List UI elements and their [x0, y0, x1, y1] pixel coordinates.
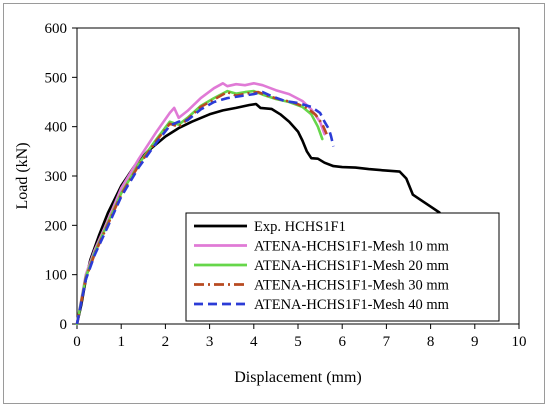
x-tick-label: 2	[162, 334, 170, 350]
x-tick-label: 4	[250, 334, 258, 350]
legend-label-3: ATENA-HCHS1F1-Mesh 20 mm	[254, 258, 450, 274]
legend-box	[185, 212, 500, 322]
y-tick-label: 100	[45, 268, 68, 284]
legend-label-1: Exp. HCHS1F1	[254, 219, 346, 235]
series-layer	[75, 82, 441, 326]
x-tick-label: 7	[383, 334, 391, 350]
y-tick-label: 0	[60, 317, 68, 333]
y-axis-title: Load (kN)	[14, 142, 31, 209]
x-tick-label: 1	[117, 334, 125, 350]
x-tick-label: 5	[294, 334, 302, 350]
x-tick-label: 9	[471, 334, 479, 350]
y-tick-label: 600	[45, 21, 68, 37]
legend-label-2: ATENA-HCHS1F1-Mesh 10 mm	[254, 239, 450, 255]
legend-label-5: ATENA-HCHS1F1-Mesh 40 mm	[254, 297, 450, 313]
y-tick-label: 500	[45, 70, 68, 86]
chart-frame	[3, 3, 545, 404]
series-line-5	[75, 90, 335, 325]
series-line-2	[75, 82, 326, 326]
y-tick-label: 200	[45, 218, 68, 234]
y-tick-label: 400	[45, 120, 68, 136]
x-tick-label: 6	[338, 334, 346, 350]
x-tick-label: 10	[512, 334, 527, 350]
x-tick-label: 0	[73, 334, 81, 350]
x-tick-label: 8	[427, 334, 435, 350]
x-axis-title: Displacement (mm)	[234, 369, 362, 386]
x-tick-label: 3	[206, 334, 214, 350]
y-tick-label: 300	[45, 169, 68, 185]
legend-label-4: ATENA-HCHS1F1-Mesh 30 mm	[254, 278, 450, 294]
legend: Exp. HCHS1F1 ATENA-HCHS1F1-Mesh 10 mm ATEN…	[185, 212, 500, 322]
